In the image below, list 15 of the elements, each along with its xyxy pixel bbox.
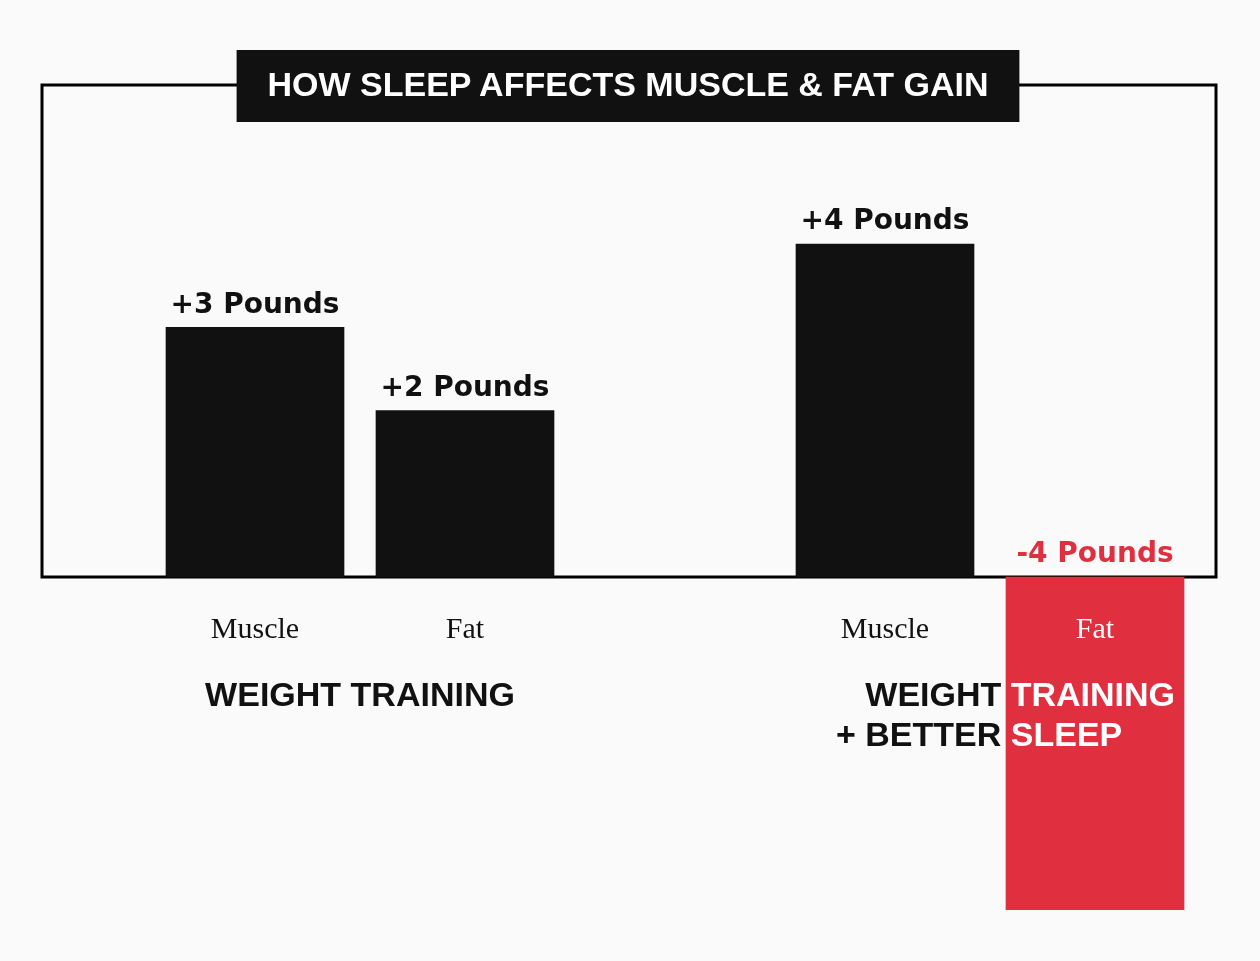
x-tick-label: Fat	[445, 610, 485, 644]
data-label: +3 Pounds	[170, 286, 340, 320]
bar	[1005, 576, 1185, 910]
data-label: +4 Pounds	[800, 203, 970, 237]
data-label: +2 Pounds	[380, 369, 550, 403]
bar	[795, 243, 975, 578]
x-tick-label: Muscle	[210, 610, 300, 644]
annotation: WEIGHT TRAINING	[205, 675, 515, 714]
chart-title: HOW SLEEP AFFECTS MUSCLE & FAT GAIN	[267, 65, 989, 104]
x-tick-label: Muscle	[840, 610, 930, 644]
text: WEIGHT TRAINING + BETTER SLEEP	[835, 675, 1176, 754]
bar	[165, 326, 345, 578]
bar	[375, 410, 555, 578]
x-tick-label: Fat	[1075, 610, 1115, 644]
data-label: -4 Pounds	[1016, 536, 1174, 570]
